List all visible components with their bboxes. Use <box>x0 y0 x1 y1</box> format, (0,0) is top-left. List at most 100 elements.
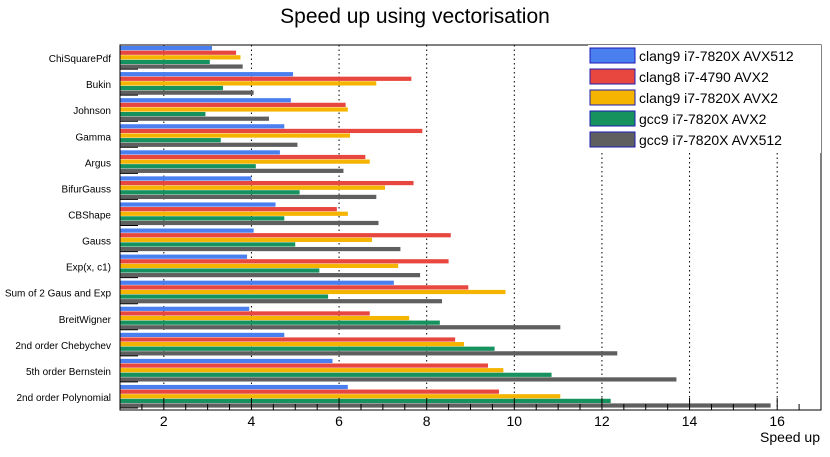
legend-swatch <box>589 110 636 127</box>
bar <box>120 116 269 121</box>
bar <box>120 363 489 368</box>
bar <box>120 107 348 112</box>
legend-entry: gcc9 i7-7820X AVX512 <box>639 132 782 148</box>
bars <box>120 46 771 408</box>
category-label: ChiSquarePdf <box>49 54 111 65</box>
bar <box>120 254 248 259</box>
bar <box>120 59 210 65</box>
bar <box>120 233 451 238</box>
bar <box>120 216 285 221</box>
legend-swatch <box>589 47 636 64</box>
legend-entry: gcc9 i7-7820X AVX2 <box>639 111 767 127</box>
bar <box>120 273 421 278</box>
legend: clang9 i7-7820X AVX512 clang8 i7-4790 AVX… <box>588 45 821 153</box>
chart-title: Speed up using vectorisation <box>280 5 550 28</box>
category-label: BifurGauss <box>62 184 111 195</box>
bar <box>120 311 370 316</box>
bar <box>120 159 370 164</box>
category-label: Gamma <box>75 132 111 143</box>
legend-entry: clang9 i7-7820X AVX2 <box>639 90 778 106</box>
bar <box>120 90 254 95</box>
bar <box>120 368 504 373</box>
axes: 2 4 6 8 10 12 14 16 ChiSquarePdf Bukin Johnson Gamm… <box>5 54 822 429</box>
bar <box>120 220 379 226</box>
bar <box>120 164 256 169</box>
bar <box>120 242 296 247</box>
category-label: Johnson <box>73 106 111 117</box>
bar <box>120 64 243 69</box>
bar <box>120 138 221 143</box>
bar <box>120 325 561 330</box>
bar <box>120 185 386 190</box>
category-label: BreitWigner <box>59 315 112 326</box>
bar <box>120 50 237 55</box>
x-tick-label: 2 <box>160 413 168 429</box>
bar <box>120 76 412 81</box>
bar <box>120 294 329 299</box>
bar <box>120 285 469 290</box>
bar <box>120 246 401 252</box>
bar <box>120 237 372 242</box>
bar <box>120 351 618 356</box>
bar <box>120 168 344 173</box>
bar <box>120 398 611 403</box>
x-tick-label: 4 <box>248 413 256 429</box>
bar <box>120 372 552 377</box>
bar <box>120 207 337 212</box>
bar <box>120 154 366 160</box>
legend-entry: clang8 i7-4790 AVX2 <box>639 69 769 85</box>
x-tick-label: 16 <box>769 413 785 429</box>
bar <box>120 211 348 216</box>
bar <box>120 394 561 399</box>
bar <box>120 128 423 134</box>
bar <box>120 320 440 325</box>
legend-entry: clang9 i7-7820X AVX512 <box>639 48 794 64</box>
bar <box>120 315 410 321</box>
bar <box>120 102 346 107</box>
legend-swatch <box>589 68 636 85</box>
bar <box>120 228 254 233</box>
category-label: Sum of 2 Gaus and Exp <box>5 289 112 300</box>
bar <box>120 377 677 382</box>
bar <box>120 358 333 364</box>
category-label: 2nd order Polynomial <box>17 393 112 404</box>
bar <box>120 72 294 77</box>
x-tick-label: 6 <box>335 413 343 429</box>
bar <box>120 133 351 138</box>
bar <box>120 150 280 155</box>
legend-swatch <box>589 89 636 106</box>
x-tick-label: 8 <box>423 413 431 429</box>
bar <box>120 98 291 103</box>
bar <box>120 194 377 200</box>
bar <box>120 306 250 311</box>
category-label: 2nd order Chebychev <box>15 341 111 352</box>
bar <box>120 180 414 186</box>
category-label: Exp(x, c1) <box>66 263 111 274</box>
category-label: 5th order Bernstein <box>26 367 111 378</box>
bar <box>120 346 495 351</box>
bar <box>120 263 399 269</box>
category-label: Gauss <box>82 237 111 248</box>
bar <box>120 111 206 117</box>
bar <box>120 337 456 342</box>
bar <box>120 384 348 390</box>
bar <box>120 299 443 304</box>
bar <box>120 55 241 60</box>
bar <box>120 81 377 86</box>
category-label: Bukin <box>86 80 111 91</box>
x-axis-title: Speed up <box>760 429 820 445</box>
bar <box>120 46 213 51</box>
bar <box>120 176 252 181</box>
bar <box>120 403 771 408</box>
category-label: Argus <box>85 158 111 169</box>
bar <box>120 190 300 195</box>
x-tick-label: 10 <box>507 413 523 429</box>
legend-swatch <box>589 131 636 148</box>
bar <box>120 268 320 273</box>
bar <box>120 85 223 91</box>
category-label: CBShape <box>68 210 111 221</box>
bar <box>120 280 394 285</box>
bar <box>120 289 506 295</box>
bar <box>120 332 285 337</box>
